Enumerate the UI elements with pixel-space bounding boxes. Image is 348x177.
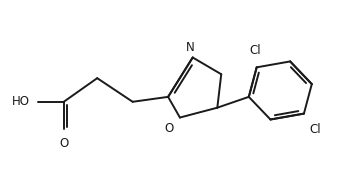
Text: O: O bbox=[59, 137, 69, 150]
Text: N: N bbox=[187, 41, 195, 54]
Text: Cl: Cl bbox=[249, 44, 261, 58]
Text: HO: HO bbox=[12, 95, 30, 108]
Text: O: O bbox=[165, 122, 174, 135]
Text: Cl: Cl bbox=[310, 123, 322, 136]
